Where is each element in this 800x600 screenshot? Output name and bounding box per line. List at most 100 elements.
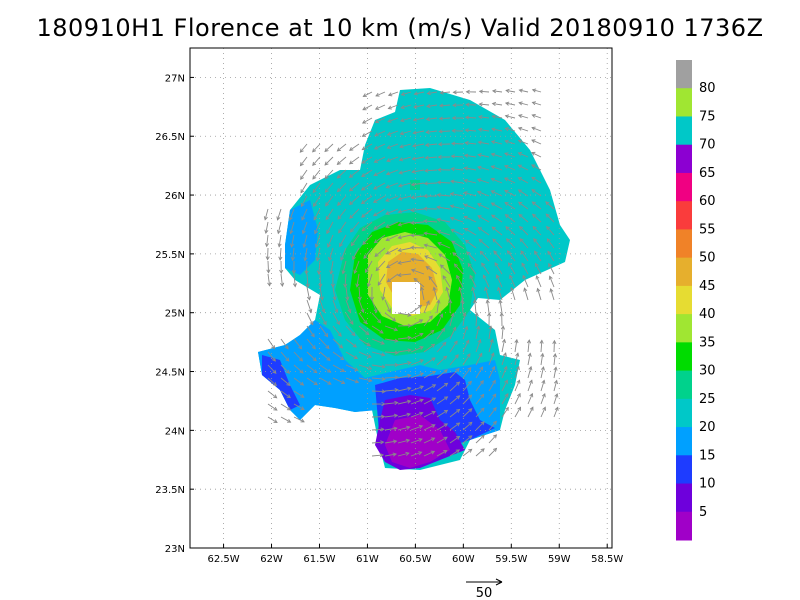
colorbar-label: 5 <box>699 505 707 520</box>
wind-vector <box>478 89 490 94</box>
wind-vector <box>423 370 437 379</box>
wind-vector <box>423 300 430 314</box>
wind-vector <box>463 227 477 236</box>
wind-vector <box>397 412 411 418</box>
wind-vector <box>449 326 457 340</box>
wind-vector <box>301 221 308 235</box>
wind-vector <box>358 351 372 358</box>
wind-vector <box>293 377 305 386</box>
colorbar-label: 10 <box>699 477 716 492</box>
wind-vector <box>397 208 412 214</box>
wind-vector <box>426 104 438 109</box>
wind-vector <box>302 234 308 248</box>
wind-vector <box>267 273 272 287</box>
wind-vector <box>490 152 503 158</box>
wind-vector <box>501 352 507 366</box>
wind-vector <box>397 438 411 444</box>
wind-vector <box>324 182 334 193</box>
wind-vector <box>462 380 472 392</box>
wind-vector <box>293 390 305 398</box>
wind-vector <box>278 247 283 261</box>
wind-vector <box>385 195 399 202</box>
wind-vector <box>539 339 544 353</box>
wind-vector <box>313 208 321 221</box>
wind-vector <box>345 299 352 314</box>
wind-vector <box>437 167 451 172</box>
wind-vector <box>325 195 334 207</box>
wind-vector <box>361 169 373 177</box>
wind-vector <box>478 238 490 249</box>
wind-vector <box>488 365 496 379</box>
wind-vector <box>464 128 477 133</box>
wind-vector <box>445 286 451 301</box>
colorbar-swatch <box>676 285 692 315</box>
wind-vector <box>373 156 386 163</box>
wind-vector <box>464 140 477 146</box>
wind-vector <box>397 361 412 366</box>
wind-vector <box>355 273 360 288</box>
wind-vector <box>352 247 360 261</box>
wind-vector <box>264 221 269 234</box>
wind-vector <box>303 247 308 262</box>
wind-vector <box>413 277 425 288</box>
wind-vector <box>531 101 542 106</box>
wind-vector <box>450 228 464 236</box>
wind-vector <box>319 338 330 350</box>
wind-vector <box>306 351 317 362</box>
wind-vector <box>397 182 412 188</box>
wind-vector <box>533 238 542 249</box>
lat-tick-label: 27N <box>165 73 185 84</box>
wind-vector <box>437 154 451 160</box>
wind-vector <box>300 182 308 194</box>
wind-vector <box>498 299 503 314</box>
wind-vector <box>488 407 497 418</box>
wind-vector <box>490 177 503 184</box>
wind-vector <box>452 90 464 95</box>
vector-scale: 50 <box>466 578 503 600</box>
wind-vector <box>306 299 313 314</box>
wind-vector <box>410 385 425 392</box>
colorbar-label: 35 <box>699 335 716 350</box>
wind-vector <box>304 260 309 275</box>
wind-vector <box>514 406 522 418</box>
wind-vector <box>280 273 285 288</box>
wind-vector <box>463 215 477 223</box>
wind-vector <box>385 260 399 268</box>
wind-vector <box>385 169 399 176</box>
wind-vector <box>477 215 490 223</box>
wind-vector <box>312 143 321 153</box>
wind-vector <box>358 299 365 314</box>
wind-vector <box>436 230 451 236</box>
wind-vector <box>423 194 438 199</box>
wind-vector <box>267 351 276 362</box>
wind-vector <box>319 286 324 301</box>
colorbar-label: 30 <box>699 364 716 379</box>
wind-vector <box>527 406 534 418</box>
wind-vector <box>373 182 386 190</box>
wind-vector <box>410 372 424 379</box>
wind-vector <box>324 169 334 180</box>
wind-vector <box>526 339 532 353</box>
wind-vector <box>490 202 503 210</box>
wind-vector <box>373 143 386 150</box>
wind-vector <box>384 426 398 431</box>
wind-vector <box>476 190 490 197</box>
wind-vector <box>410 424 424 431</box>
wind-vector <box>301 208 308 221</box>
wind-vector <box>545 213 555 223</box>
wind-vector <box>358 377 373 383</box>
wind-vector <box>514 379 521 392</box>
wind-vector <box>423 424 436 431</box>
wind-vector <box>436 423 449 431</box>
wind-vector <box>463 178 477 184</box>
wind-vector <box>410 268 425 275</box>
wind-vector <box>365 260 373 274</box>
wind-vector <box>362 234 373 246</box>
wind-vector <box>424 168 438 173</box>
lon-tick-label: 59W <box>548 554 571 565</box>
wind-vector <box>527 352 532 366</box>
wind-vector <box>306 364 318 374</box>
field-cell-30 <box>410 180 420 190</box>
wind-vector <box>504 139 516 145</box>
wind-vector <box>437 142 451 147</box>
